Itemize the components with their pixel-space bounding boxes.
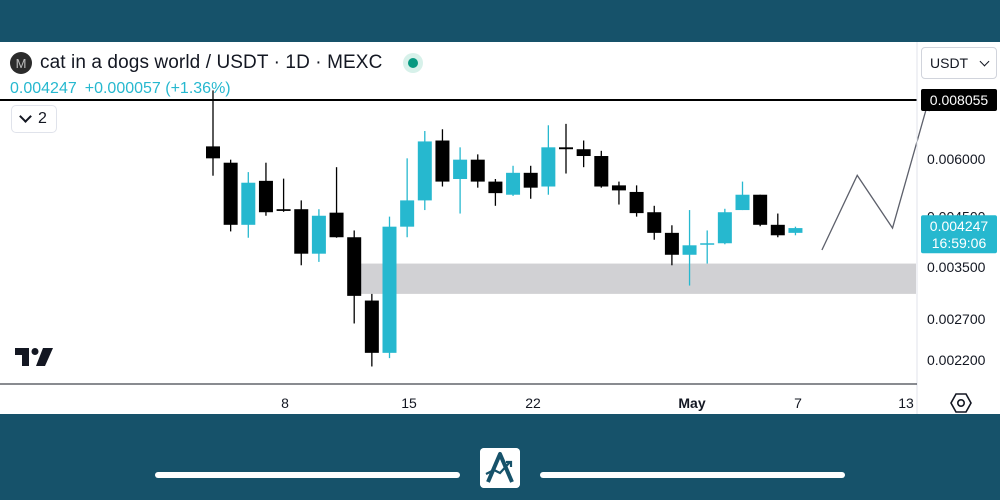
y-tick-label: 0.003500 <box>927 259 986 275</box>
x-tick-label: 13 <box>898 395 914 411</box>
x-tick-label: 22 <box>525 395 541 411</box>
tradingview-logo-icon[interactable] <box>15 348 55 370</box>
support-zone <box>360 263 916 294</box>
candle-body <box>400 200 415 227</box>
candle-body <box>523 172 538 188</box>
price-change-value: +0.000057 (+1.36%) <box>84 80 231 97</box>
x-tick-label: May <box>678 395 705 411</box>
candle-body <box>664 232 679 255</box>
candle-body <box>647 212 662 233</box>
footer-line-left <box>155 472 460 478</box>
symbol-header: M cat in a dogs world / USDT · 1D · MEXC <box>10 52 419 74</box>
candle-body <box>382 226 397 353</box>
candle-body <box>470 159 485 182</box>
candles <box>206 90 803 367</box>
candle-body <box>294 209 309 254</box>
x-tick-label: 7 <box>794 395 802 411</box>
candle-body <box>611 185 626 191</box>
footer-line-right <box>540 472 845 478</box>
brand-logo-icon <box>480 448 520 488</box>
candle-body <box>682 245 697 255</box>
candle-body <box>241 182 256 225</box>
candle-body <box>576 149 591 157</box>
chevron-down-icon <box>19 110 32 123</box>
last-price-label: 0.004247 <box>930 218 989 234</box>
candle-body <box>311 215 326 254</box>
candle-body <box>276 209 291 211</box>
y-tick-label: 0.006000 <box>927 151 986 167</box>
last-price-value: 0.004247 <box>10 80 77 97</box>
candle-body <box>223 162 238 225</box>
y-tick-label: 0.002700 <box>927 311 986 327</box>
candle-body <box>206 146 220 159</box>
candle-body <box>717 212 732 244</box>
indicator-legend-toggle[interactable]: 2 <box>11 105 57 133</box>
currency-select-value: USDT <box>930 55 969 71</box>
candle-body <box>364 300 379 353</box>
candle-body <box>770 224 785 236</box>
candle-body <box>700 243 715 245</box>
price-summary: 0.004247 +0.000057 (+1.36%) <box>10 80 231 98</box>
chevron-down-icon <box>979 56 990 66</box>
candle-body <box>435 140 450 182</box>
settings-icon[interactable] <box>949 391 973 414</box>
currency-select[interactable]: USDT <box>921 47 997 79</box>
candle-body <box>541 147 556 187</box>
horizontal-level-tag <box>921 88 997 111</box>
chart-panel: 0.0060000.0045000.0035000.0027000.002200… <box>0 42 1000 414</box>
candle-body <box>453 159 468 179</box>
candle-body <box>559 147 573 150</box>
exchange-logo-icon: M <box>10 52 32 74</box>
candle-body <box>258 180 273 213</box>
market-open-icon <box>408 58 419 68</box>
horizontal-level-label: 0.008055 <box>930 92 989 108</box>
candle-body <box>488 181 503 194</box>
candle-body <box>329 212 344 238</box>
x-axis[interactable]: 8 15 22 May 7 13 <box>281 395 914 411</box>
indicator-count: 2 <box>38 110 47 127</box>
candle-body <box>506 172 521 195</box>
last-price-tag <box>921 215 997 254</box>
candle-body <box>417 141 432 201</box>
projection-path <box>821 103 929 251</box>
support-zone-layer <box>360 263 916 294</box>
candle-body <box>753 194 768 225</box>
candle-body <box>629 191 644 214</box>
bar-countdown-label: 16:59:06 <box>932 235 987 251</box>
x-tick-label: 8 <box>281 395 289 411</box>
price-chart[interactable]: 0.0060000.0045000.0035000.0027000.002200… <box>0 42 1000 414</box>
symbol-title[interactable]: cat in a dogs world / USDT · 1D · MEXC <box>40 52 383 73</box>
candle-body <box>594 156 609 187</box>
candle-body <box>347 237 362 296</box>
y-tick-label: 0.002200 <box>927 352 986 368</box>
x-tick-label: 15 <box>401 395 417 411</box>
candle-body <box>788 228 803 233</box>
candle-body <box>735 194 750 211</box>
